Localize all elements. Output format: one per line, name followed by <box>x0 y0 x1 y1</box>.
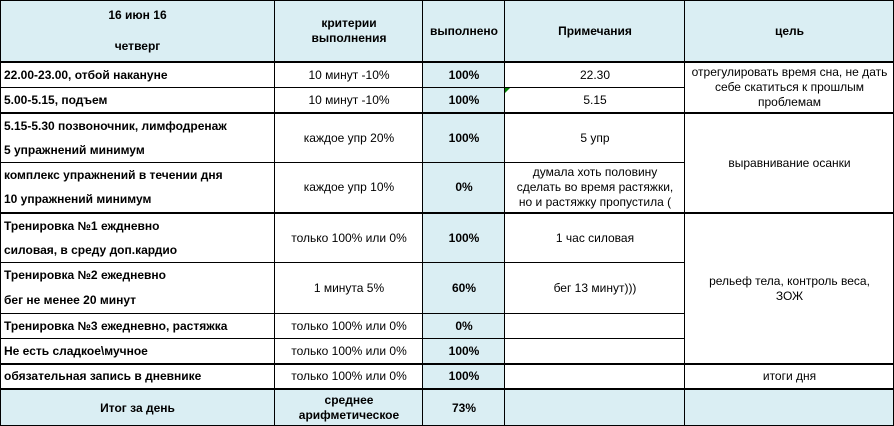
header-weekday: четверг <box>114 39 161 53</box>
task-cell[interactable]: Тренировка №2 ежедневно бег не менее 20 … <box>0 263 275 313</box>
task-line: комплекс упражнений в течении дня <box>4 167 223 182</box>
task-cell[interactable]: 22.00-23.00, отбой накануне <box>4 68 168 82</box>
header-date: 16 июн 16 <box>108 8 167 22</box>
done-cell[interactable]: 0% <box>423 314 505 338</box>
total-goal-empty[interactable] <box>685 390 894 426</box>
task-line: 10 упражнений минимум <box>4 192 152 207</box>
task-cell[interactable]: Не есть сладкое\мучное <box>4 343 148 358</box>
goal-cell-sleep[interactable]: отрегулировать время сна, не дать себе с… <box>691 65 888 109</box>
done-cell[interactable]: 0% <box>423 163 505 212</box>
criteria-cell[interactable]: 1 минута 5% <box>313 280 385 295</box>
total-method[interactable]: среднее арифметическое <box>275 390 423 426</box>
criteria-cell[interactable]: каждое упр 20% <box>303 130 395 145</box>
done-cell[interactable]: 100% <box>423 214 505 262</box>
total-note-empty[interactable] <box>505 390 685 426</box>
note-cell[interactable] <box>505 365 685 388</box>
done-cell[interactable]: 100% <box>423 339 505 363</box>
note-cell[interactable] <box>505 314 685 338</box>
criteria-cell[interactable]: только 100% или 0% <box>291 318 407 333</box>
grid-line <box>0 87 685 88</box>
task-line: бег не менее 20 минут <box>4 293 137 307</box>
grid-line <box>0 212 894 214</box>
task-line: 5.15-5.30 позвоночник, лимфодренаж <box>4 118 227 133</box>
task-line: Тренировка №2 ежедневно <box>4 268 166 282</box>
criteria-cell[interactable]: только 100% или 0% <box>291 343 407 358</box>
header-goal: цель <box>685 0 894 62</box>
task-line: силовая, в среду доп.кардио <box>4 242 178 257</box>
goal-cell-posture[interactable]: выравнивание осанки <box>728 155 851 170</box>
grid-line <box>0 338 685 339</box>
note-cell[interactable]: 22.30 <box>579 68 611 82</box>
note-cell[interactable]: 5 упр <box>580 130 610 145</box>
note-cell[interactable] <box>505 339 685 363</box>
task-line: 5 упражнений минимум <box>4 142 145 157</box>
task-cell[interactable]: Тренировка №1 еждневно силовая, в среду … <box>0 214 275 262</box>
task-line: Тренировка №1 еждневно <box>4 218 160 233</box>
task-cell[interactable]: обязательная запись в дневнике <box>4 369 202 383</box>
header-done: выполнено <box>423 0 505 62</box>
grid-line <box>0 313 685 314</box>
grid-line <box>0 363 894 365</box>
grid-line <box>0 262 685 263</box>
note-cell[interactable]: 1 час силовая <box>555 230 635 245</box>
criteria-cell[interactable]: каждое упр 10% <box>303 180 395 194</box>
criteria-cell[interactable]: 10 минут -10% <box>308 68 390 82</box>
done-cell[interactable]: 100% <box>423 63 505 88</box>
done-cell[interactable]: 100% <box>423 114 505 162</box>
total-value[interactable]: 73% <box>423 390 505 426</box>
header-date-cell: 16 июн 16 четверг <box>0 0 275 62</box>
task-cell[interactable]: 5.15-5.30 позвоночник, лимфодренаж 5 упр… <box>0 114 275 162</box>
task-cell[interactable]: комплекс упражнений в течении дня 10 упр… <box>0 163 275 212</box>
comment-indicator-icon <box>505 88 510 93</box>
goal-cell-diary[interactable]: итоги дня <box>762 369 817 383</box>
grid-line <box>0 112 894 114</box>
criteria-cell[interactable]: 10 минут -10% <box>308 92 390 107</box>
criteria-cell[interactable]: только 100% или 0% <box>291 369 407 383</box>
note-cell[interactable]: бег 13 минут))) <box>553 280 637 295</box>
note-cell[interactable]: 5.15 <box>583 92 607 107</box>
header-notes: Примечания <box>505 0 685 62</box>
grid-line <box>0 388 894 390</box>
note-cell[interactable]: думала хоть половину сделать во время ра… <box>516 165 674 209</box>
total-label[interactable]: Итог за день <box>0 390 275 426</box>
done-cell[interactable]: 60% <box>423 263 505 313</box>
grid-line <box>0 162 685 163</box>
task-cell[interactable]: Тренировка №3 ежедневно, растяжка <box>4 318 228 333</box>
task-cell[interactable]: 5.00-5.15, подъем <box>4 92 108 107</box>
done-cell[interactable]: 100% <box>423 365 505 388</box>
criteria-cell[interactable]: только 100% или 0% <box>291 230 407 245</box>
grid-line <box>0 0 894 1</box>
grid-line <box>0 61 894 63</box>
header-criteria: критерии выполнения <box>275 0 423 62</box>
done-cell[interactable]: 100% <box>423 88 505 112</box>
goal-cell-body[interactable]: рельеф тела, контроль веса, ЗОЖ <box>709 273 870 303</box>
